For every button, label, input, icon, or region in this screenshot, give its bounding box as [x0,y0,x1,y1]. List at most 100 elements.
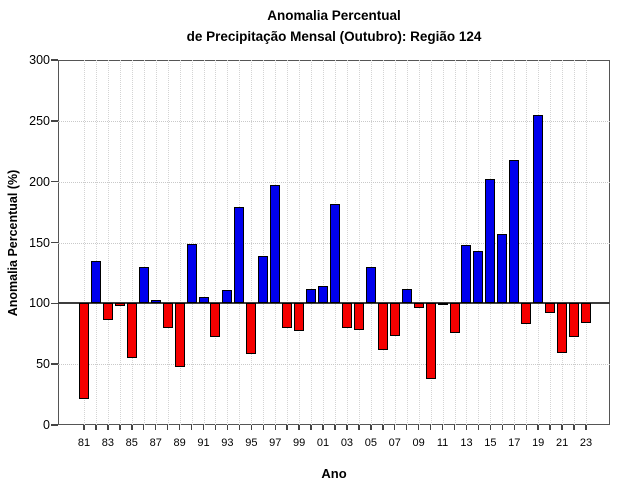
x-tick [429,425,432,430]
x-tick-label: 05 [364,437,377,449]
y-tick-label: 0 [43,418,50,432]
y-tick [51,302,58,305]
x-tick-label: 81 [77,437,91,449]
bar-2003 [341,303,352,328]
bar-2021 [557,303,568,354]
x-tick-label: 09 [412,437,425,449]
x-tick [178,425,181,430]
bar-2011 [437,303,448,306]
x-tick [298,425,300,430]
bar-2005 [365,266,376,304]
x-tick-label: 13 [460,437,473,449]
x-tick [119,425,121,430]
bar-2014 [473,251,484,304]
x-tick [406,425,408,430]
x-tick [286,425,288,430]
y-tick [51,363,58,365]
x-tick-label: 07 [388,437,401,449]
x-tick [394,425,396,430]
x-tick [274,425,276,430]
bar-2022 [569,303,580,338]
x-tick [465,425,468,430]
bar-2001 [318,286,329,304]
x-tick [226,425,229,430]
x-tick [238,425,241,430]
x-tick-label: 97 [269,437,282,449]
y-tick [51,120,58,122]
y-tick-label: 250 [29,113,50,128]
x-tick-label: 91 [197,437,210,449]
x-tick-label: 87 [149,437,162,449]
x-tick-label: 23 [579,437,593,449]
bar-2015 [485,179,496,304]
bar-2018 [521,303,532,324]
bar-2008 [401,288,412,304]
bar-1995 [246,303,257,355]
y-tick-label: 300 [29,53,50,67]
x-tick [250,425,253,430]
x-tick [585,425,587,430]
x-tick-label: 03 [340,437,354,449]
x-tick [501,425,504,430]
x-tick-label: 21 [555,437,569,449]
y-tick-label: 50 [36,357,50,372]
x-tick [525,425,527,430]
bar-1997 [270,185,281,304]
bar-1994 [234,207,245,304]
x-tick-label: 01 [316,437,330,449]
bar-1989 [174,303,185,367]
x-tick [549,425,551,430]
x-tick [214,425,217,430]
x-tick [83,425,85,430]
x-tick-label: 15 [484,437,497,449]
bar-2000 [306,288,317,304]
x-axis-label: Ano [321,466,347,481]
bar-2010 [425,303,436,379]
x-tick [346,425,348,430]
bar-2012 [449,303,460,333]
bar-1987 [150,299,161,304]
chart-title-line1: Anomalia Percentual [267,8,401,23]
bar-2016 [497,233,508,304]
bar-1982 [90,260,101,304]
baseline-100pct [58,302,610,305]
x-tick [202,425,205,430]
x-tick [441,425,444,430]
y-tick [51,59,58,61]
bar-1983 [102,303,113,321]
x-tick [334,425,336,430]
x-tick [107,425,109,430]
bar-2020 [545,303,556,314]
bar-2006 [377,303,388,350]
chart-title-line2: de Precipitação Mensal (Outubro): Região… [186,29,482,44]
x-tick [561,425,563,430]
x-tick [322,425,324,430]
bar-1984 [114,303,125,306]
y-tick-label: 200 [29,174,50,189]
x-tick-label: 99 [293,437,306,449]
x-tick-label: 19 [532,437,545,449]
x-tick [382,425,384,430]
x-tick [310,425,312,430]
x-tick [417,425,420,430]
x-tick [537,425,539,430]
x-tick [166,425,169,430]
x-tick-label: 11 [436,437,449,449]
bar-2013 [461,244,472,304]
x-tick [489,425,492,430]
bar-1991 [198,297,209,304]
bar-1992 [210,303,221,338]
bar-2007 [389,303,400,337]
bar-1996 [258,255,269,304]
x-tick [477,425,480,430]
bar-1985 [126,303,137,359]
y-tick [51,424,58,426]
y-tick [51,180,58,183]
horizontal-gridline [58,364,610,366]
bar-1981 [79,303,89,400]
bar-1999 [294,303,305,332]
bar-1988 [162,303,173,328]
x-tick-label: 93 [221,437,234,449]
horizontal-gridline [58,181,610,183]
